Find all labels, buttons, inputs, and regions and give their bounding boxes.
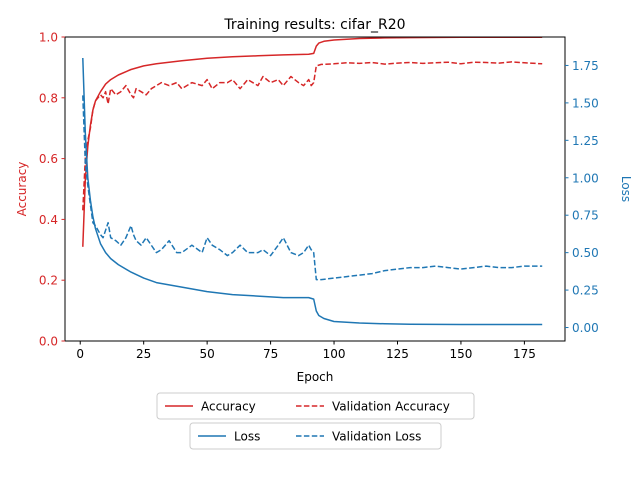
legend-label-validation-accuracy: Validation Accuracy <box>332 400 450 414</box>
left-y-axis-label: Accuracy <box>15 162 29 217</box>
x-tick-label: 75 <box>263 347 278 361</box>
right-y-tick-label: 1.50 <box>572 96 599 110</box>
left-y-axis-ticks: 0.0 0.2 0.4 0.6 0.8 1.0 <box>39 31 65 349</box>
right-y-tick-label: 0.50 <box>572 246 599 260</box>
left-y-tick-label: 0.8 <box>39 91 58 105</box>
legend-label-validation-loss: Validation Loss <box>332 430 421 444</box>
loss-legend: Loss Validation Loss <box>189 422 442 450</box>
legend-label-loss: Loss <box>234 430 260 444</box>
x-axis-label: Epoch <box>297 370 334 384</box>
chart-title: Training results: cifar_R20 <box>223 17 405 33</box>
x-tick-label: 100 <box>323 347 346 361</box>
legend-label-accuracy: Accuracy <box>201 400 256 414</box>
plot-frame <box>64 36 566 342</box>
right-y-tick-label: 1.25 <box>572 134 599 148</box>
right-y-tick-label: 1.75 <box>572 59 599 73</box>
series-line-loss <box>82 57 543 326</box>
accuracy-legend: Accuracy Validation Accuracy <box>156 392 475 420</box>
x-axis-ticks: 0 25 50 75 100 125 150 175 <box>76 341 536 361</box>
right-y-tick-label: 0.25 <box>572 284 599 298</box>
x-tick-label: 125 <box>386 347 409 361</box>
left-y-tick-label: 0.0 <box>39 335 58 349</box>
x-tick-label: 150 <box>449 347 472 361</box>
series-line-validation-accuracy <box>82 61 543 211</box>
right-y-axis-ticks: 0.00 0.25 0.50 0.75 1.00 1.25 1.50 1.75 <box>565 59 599 335</box>
series-line-validation-loss <box>82 95 543 281</box>
series-line-accuracy <box>82 36 543 247</box>
x-tick-label: 50 <box>199 347 214 361</box>
left-y-tick-label: 1.0 <box>39 31 58 45</box>
series-layer <box>82 36 543 326</box>
x-tick-label: 0 <box>76 347 84 361</box>
right-y-axis-label: Loss <box>619 176 633 202</box>
right-y-tick-label: 1.00 <box>572 171 599 185</box>
x-tick-label: 25 <box>136 347 151 361</box>
left-y-tick-label: 0.2 <box>39 274 58 288</box>
left-y-tick-label: 0.6 <box>39 152 58 166</box>
right-y-tick-label: 0.75 <box>572 209 599 223</box>
left-y-tick-label: 0.4 <box>39 213 58 227</box>
x-tick-label: 175 <box>513 347 536 361</box>
right-y-tick-label: 0.00 <box>572 321 599 335</box>
